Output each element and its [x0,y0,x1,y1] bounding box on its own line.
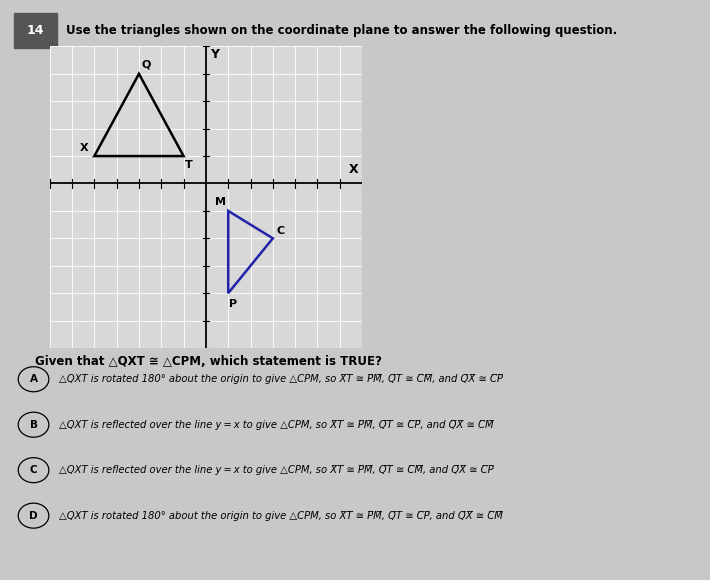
Text: △QXT is reflected over the line y = x to give △CPM, so X̅T̅ ≅ P̅M̅, Q̅T̅ ≅ C̅M̅,: △QXT is reflected over the line y = x to… [60,465,494,475]
Text: △QXT is reflected over the line y = x to give △CPM, so X̅T̅ ≅ P̅M̅, Q̅T̅ ≅ C̅P̅,: △QXT is reflected over the line y = x to… [60,420,494,430]
Text: Q: Q [141,60,151,70]
Text: M: M [215,197,226,207]
Text: △QXT is rotated 180° about the origin to give △CPM, so X̅T̅ ≅ P̅M̅, Q̅T̅ ≅ C̅M̅,: △QXT is rotated 180° about the origin to… [60,374,503,384]
Text: Given that △QXT ≅ △CPM, which statement is TRUE?: Given that △QXT ≅ △CPM, which statement … [35,356,382,368]
Text: C: C [30,465,38,475]
Text: Use the triangles shown on the coordinate plane to answer the following question: Use the triangles shown on the coordinat… [66,24,618,37]
Text: P: P [229,299,237,309]
Text: X: X [349,163,359,176]
Text: X: X [80,143,89,153]
Text: C: C [276,226,284,235]
Text: Y: Y [210,48,219,61]
Text: D: D [29,510,38,521]
Text: A: A [30,374,38,384]
Text: T: T [185,160,192,170]
FancyBboxPatch shape [14,13,58,48]
Text: 14: 14 [27,24,45,37]
Text: B: B [30,420,38,430]
Text: △QXT is rotated 180° about the origin to give △CPM, so X̅T̅ ≅ P̅M̅, Q̅T̅ ≅ C̅P̅,: △QXT is rotated 180° about the origin to… [60,510,503,521]
